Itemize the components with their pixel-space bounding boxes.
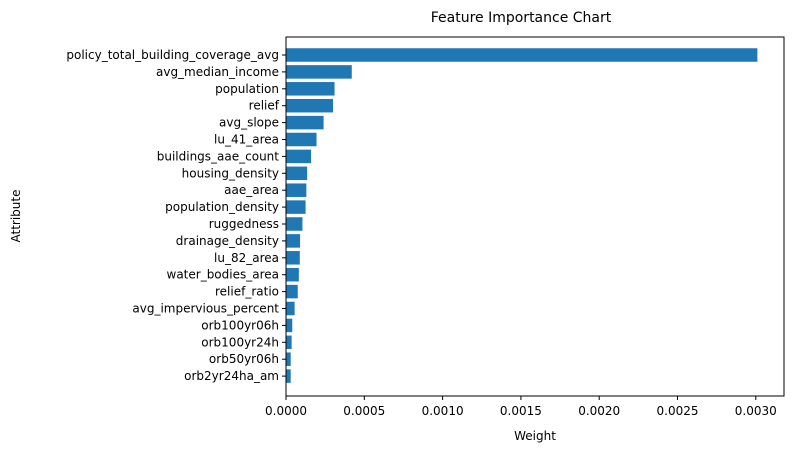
bar-policy_total_building_coverage_avg — [286, 48, 758, 62]
chart-title: Feature Importance Chart — [431, 10, 612, 26]
bar-orb100yr24h — [286, 335, 292, 350]
x-tick-label: 0.0015 — [500, 404, 542, 418]
x-axis-label: Weight — [514, 429, 556, 443]
y-tick-label: orb2yr24ha_am — [184, 369, 279, 383]
bar-drainage_density — [286, 234, 301, 248]
y-tick-label: lu_82_area — [214, 251, 279, 265]
y-tick-label: drainage_density — [176, 234, 279, 248]
bar-orb100yr06h — [286, 318, 293, 333]
y-ticks-layer: policy_total_building_coverage_avg avg_me… — [66, 48, 286, 383]
x-ticks-layer: 0.0000 0.0005 0.0010 0.0015 0.0020 0.0025 0.00… — [265, 396, 777, 418]
y-tick-label: orb100yr06h — [201, 318, 279, 332]
bars-layer — [286, 48, 758, 383]
bar-lu_82_area — [286, 251, 300, 265]
bar-avg_median_income — [286, 65, 352, 79]
x-tick-label: 0.0000 — [265, 404, 307, 418]
y-tick-label: housing_density — [182, 166, 279, 180]
bar-relief — [286, 98, 333, 113]
x-tick-label: 0.0030 — [735, 404, 777, 418]
y-tick-label: aae_area — [224, 183, 279, 197]
bar-orb50yr06h — [286, 352, 291, 366]
bar-population_density — [286, 200, 306, 214]
y-tick-label: relief_ratio — [215, 285, 279, 299]
x-tick-label: 0.0010 — [422, 404, 464, 418]
y-tick-label: population — [215, 82, 279, 96]
bar-buildings_aae_count — [286, 149, 312, 164]
y-tick-label: orb50yr06h — [209, 352, 279, 366]
bar-water_bodies_area — [286, 267, 299, 282]
y-tick-label: relief — [249, 99, 280, 113]
bar-population — [286, 82, 335, 96]
y-tick-label: orb100yr24h — [201, 335, 279, 349]
y-tick-label: avg_impervious_percent — [132, 302, 279, 316]
y-axis-label: Attribute — [9, 190, 23, 243]
y-tick-label: buildings_aae_count — [157, 149, 280, 163]
y-tick-label: avg_median_income — [156, 65, 279, 79]
y-tick-label: lu_41_area — [214, 133, 279, 147]
bar-housing_density — [286, 166, 308, 181]
y-tick-label: policy_total_building_coverage_avg — [66, 48, 279, 62]
bar-relief_ratio — [286, 284, 298, 299]
x-tick-label: 0.0020 — [578, 404, 620, 418]
y-tick-label: population_density — [165, 200, 279, 214]
bar-aae_area — [286, 183, 307, 197]
bar-avg_impervious_percent — [286, 301, 295, 316]
y-tick-label: ruggedness — [209, 217, 279, 231]
bar-ruggedness — [286, 217, 303, 231]
bar-lu_41_area — [286, 132, 317, 147]
y-tick-label: avg_slope — [219, 116, 279, 130]
bar-orb2yr24ha_am — [286, 369, 291, 383]
bar-avg_slope — [286, 115, 324, 130]
y-tick-label: water_bodies_area — [167, 268, 280, 282]
x-tick-label: 0.0005 — [343, 404, 385, 418]
x-tick-label: 0.0025 — [657, 404, 699, 418]
plot-frame — [285, 36, 785, 397]
